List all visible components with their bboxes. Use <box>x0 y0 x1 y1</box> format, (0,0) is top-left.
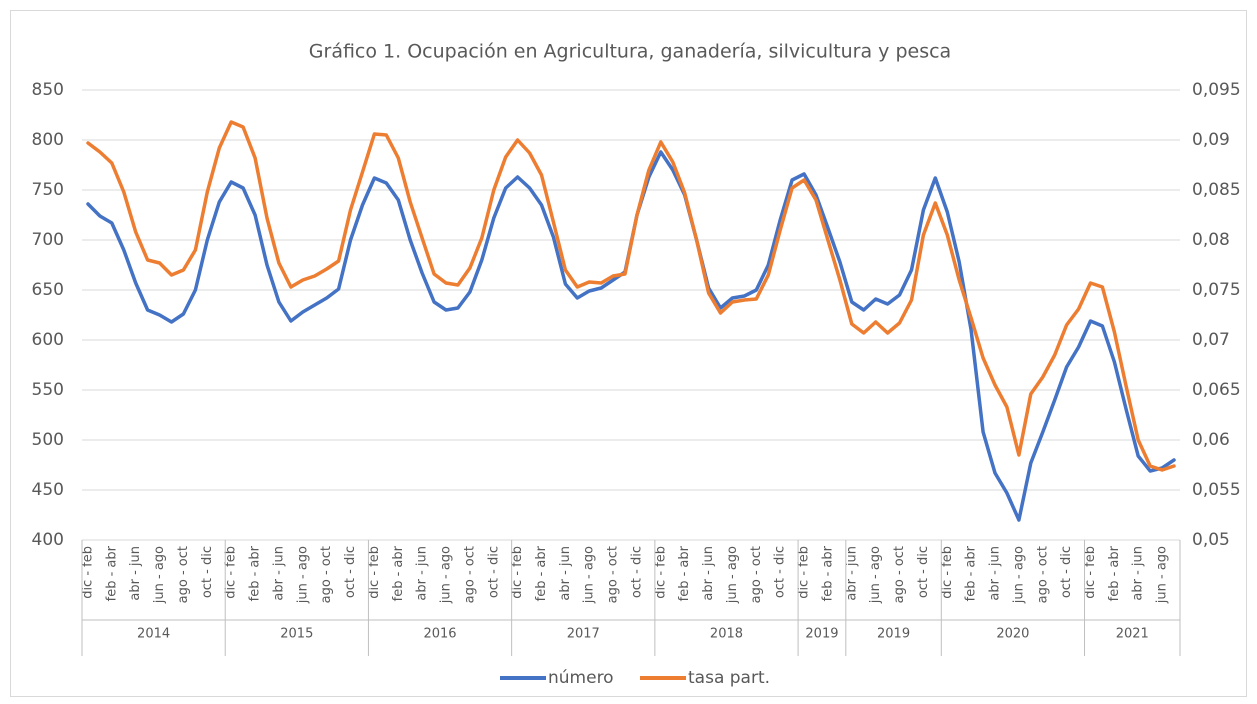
x-tick-label: dic - feb <box>510 546 525 599</box>
y-tick-label: 500 <box>32 430 64 450</box>
x-tick-label: jun - ago <box>868 546 883 604</box>
x-tick-label: abr - jun <box>844 546 859 601</box>
y-tick-label: 750 <box>32 180 64 200</box>
x-tick-label: jun - ago <box>439 546 454 604</box>
x-tick-label: ago - oct <box>462 546 477 603</box>
x-tick-label: dic - feb <box>367 546 382 599</box>
y2-tick-label: 0,065 <box>1192 380 1241 400</box>
x-tick-label: feb - abr <box>104 545 119 601</box>
x-tick-label: ago - oct <box>606 546 621 603</box>
group-label: 2021 <box>1116 627 1149 642</box>
group-label: 2014 <box>137 627 170 642</box>
x-tick-label: oct - dic <box>200 546 215 598</box>
x-tick-label: abr - jun <box>558 546 573 601</box>
x-tick-label: feb - abr <box>820 545 835 601</box>
group-label: 2017 <box>567 627 600 642</box>
x-tick-label: ago - oct <box>176 546 191 603</box>
x-tick-label: feb - abr <box>677 545 692 601</box>
x-tick-label: feb - abr <box>1107 545 1122 601</box>
y-tick-label: 850 <box>32 80 64 100</box>
x-tick-label: oct - dic <box>486 546 501 598</box>
y2-tick-label: 0,05 <box>1192 530 1230 550</box>
group-label: 2020 <box>996 627 1029 642</box>
x-tick-label: dic - feb <box>224 546 239 599</box>
y-tick-label: 700 <box>32 230 64 250</box>
x-tick-label: ago - oct <box>319 546 334 603</box>
x-tick-label: dic - feb <box>80 546 95 599</box>
x-tick-label: jun - ago <box>1011 546 1026 604</box>
y-tick-label: 450 <box>32 480 64 500</box>
x-tick-label: dic - feb <box>797 546 812 599</box>
x-tick-label: feb - abr <box>534 545 549 601</box>
x-tick-label: abr - jun <box>415 546 430 601</box>
x-tick-label: oct - dic <box>773 546 788 598</box>
y2-tick-label: 0,08 <box>1192 230 1230 250</box>
x-tick-label: jun - ago <box>582 546 597 604</box>
x-tick-label: dic - feb <box>940 546 955 599</box>
y2-tick-label: 0,055 <box>1192 480 1241 500</box>
x-tick-label: ago - oct <box>749 546 764 603</box>
y-tick-label: 800 <box>32 130 64 150</box>
x-tick-label: jun - ago <box>152 546 167 604</box>
chart-title: Gráfico 1. Ocupación en Agricultura, gan… <box>309 41 951 63</box>
x-tick-label: ago - oct <box>1035 546 1050 603</box>
group-label: 2019 <box>877 627 910 642</box>
x-tick-label: feb - abr <box>964 545 979 601</box>
x-tick-label: dic - feb <box>653 546 668 599</box>
y2-tick-label: 0,06 <box>1192 430 1230 450</box>
group-label: 2015 <box>280 627 313 642</box>
x-tick-label: abr - jun <box>988 546 1003 601</box>
x-tick-label: ago - oct <box>892 546 907 603</box>
chart-frame <box>10 10 1247 697</box>
y2-tick-label: 0,075 <box>1192 280 1241 300</box>
group-label: 2018 <box>710 627 743 642</box>
legend-label: tasa part. <box>688 668 770 688</box>
legend-label: número <box>548 668 614 688</box>
y-tick-label: 550 <box>32 380 64 400</box>
y-tick-label: 600 <box>32 330 64 350</box>
x-tick-label: feb - abr <box>248 545 263 601</box>
group-label: 2019 <box>805 627 838 642</box>
x-tick-label: dic - feb <box>1083 546 1098 599</box>
x-tick-label: abr - jun <box>701 546 716 601</box>
y-tick-label: 400 <box>32 530 64 550</box>
y-tick-label: 650 <box>32 280 64 300</box>
x-tick-label: abr - jun <box>1131 546 1146 601</box>
y2-tick-label: 0,09 <box>1192 130 1230 150</box>
x-tick-label: oct - dic <box>1059 546 1074 598</box>
x-tick-label: jun - ago <box>725 546 740 604</box>
x-tick-label: abr - jun <box>271 546 286 601</box>
y2-tick-label: 0,095 <box>1192 80 1241 100</box>
x-tick-label: oct - dic <box>343 546 358 598</box>
y2-tick-label: 0,07 <box>1192 330 1230 350</box>
x-tick-label: jun - ago <box>295 546 310 604</box>
x-tick-label: feb - abr <box>391 545 406 601</box>
series-line <box>86 120 1176 472</box>
y2-tick-label: 0,085 <box>1192 180 1241 200</box>
x-tick-label: oct - dic <box>916 546 931 598</box>
x-tick-label: abr - jun <box>128 546 143 601</box>
group-label: 2016 <box>423 627 456 642</box>
x-tick-label: jun - ago <box>1155 546 1170 604</box>
x-tick-label: oct - dic <box>629 546 644 598</box>
